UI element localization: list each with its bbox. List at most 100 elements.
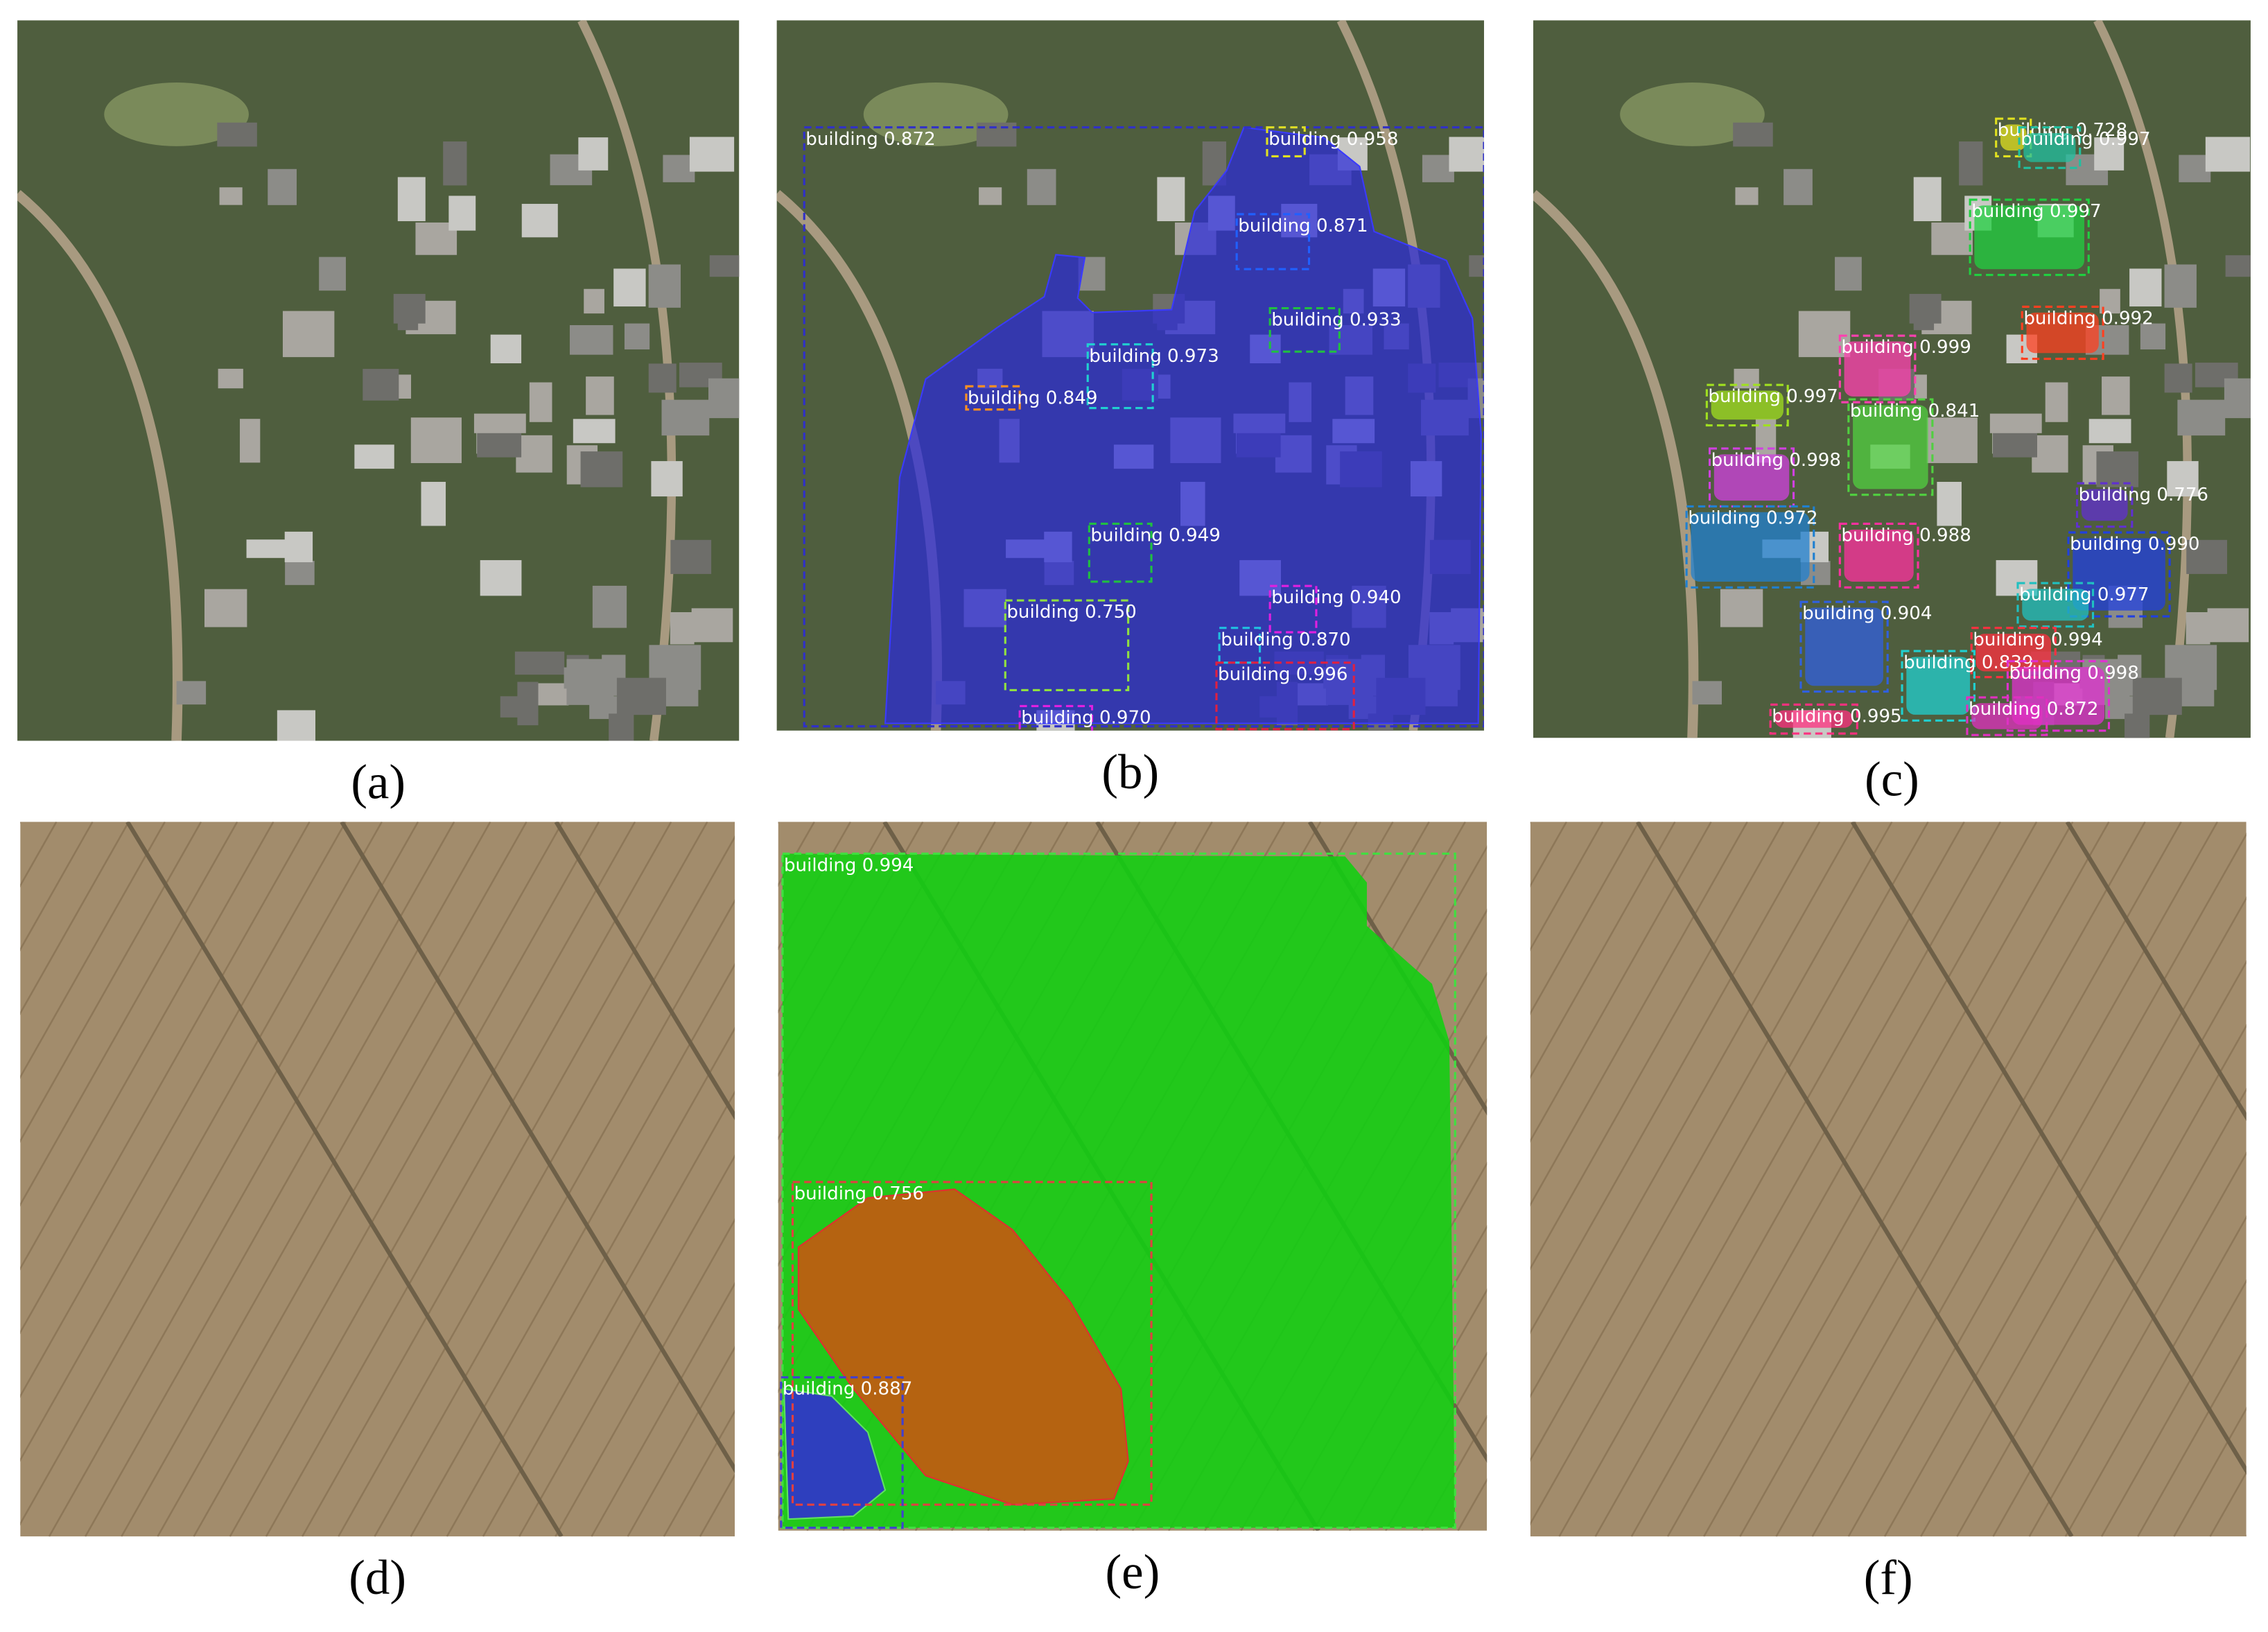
instance-mask [1805,607,1883,686]
detection: building 0.872 [803,126,1484,728]
detection: building 0.995 [1769,703,1902,735]
roof [2094,137,2125,171]
roof [661,399,710,436]
detection-label: building 0.996 [1218,664,1347,685]
roof [569,324,613,355]
bounding-box [780,1376,904,1529]
roof [2164,264,2197,308]
field-row [1530,822,1821,1335]
ground [1530,822,2247,1537]
field-row [121,822,527,1537]
roof [516,435,552,473]
field-row [20,822,347,1398]
roof [2186,612,2210,645]
detection-label: building 0.940 [1271,587,1401,608]
detection-label: building 0.990 [2070,534,2199,555]
field-track [1850,822,2247,1475]
detection-label: building 0.997 [1708,386,1838,407]
roof [1913,312,1935,331]
roof [268,168,297,205]
roof [529,382,552,422]
field-row [229,822,636,1537]
field-row [1594,822,2002,1537]
road [2093,20,2192,738]
bounding-box [791,1181,1153,1506]
field-track [125,822,564,1537]
roof [2102,376,2130,415]
panel-caption: (e) [1106,1545,1160,1599]
roof [708,378,740,419]
detection: building 0.940 [1268,584,1402,634]
roof [2045,382,2068,422]
bounding-box [1235,213,1311,270]
bounding-box [1799,600,1889,693]
detection: building 0.998 [1708,447,1841,508]
detection: building 0.988 [1838,522,1971,589]
field-row [20,822,274,1271]
pond [1620,83,1765,146]
roof [2032,435,2068,473]
detection-label: building 0.839 [1903,652,2033,673]
roof [573,419,616,444]
bounding-box [1838,334,1917,403]
panel-caption: (c) [1865,752,1919,806]
bounding-box [1086,343,1154,410]
panel-caption: (d) [349,1551,406,1605]
detection-label: building 0.994 [784,855,914,876]
bounding-box [1685,505,1815,589]
roof [490,334,522,364]
roof [580,451,623,487]
bounding-box [2016,582,2095,628]
roof [1959,141,1983,186]
roof [176,681,207,705]
field-row [1530,822,1857,1398]
roof [514,651,565,675]
bounding-box [1969,198,2090,277]
bounding-box [1268,584,1318,634]
field-track [2065,822,2247,1121]
field-row [20,822,383,1462]
detection: building 0.958 [1266,126,1398,158]
roof [566,659,614,705]
road [1533,190,1699,738]
field-track [340,822,735,1473]
detection: building 0.994 [781,852,1456,1529]
detection: building 0.904 [1799,600,1932,693]
roof [1926,417,1978,463]
instance-mask [2023,133,2076,162]
roof [2205,137,2251,172]
field-row [20,822,130,1016]
field-row [20,822,202,1143]
roof [709,255,740,277]
roof [1449,137,1484,172]
field-row [2245,1534,2247,1537]
roof [1937,482,1962,526]
segmentation-mask [797,1188,1129,1506]
roof [1733,122,1773,147]
roof [2225,255,2251,277]
detection: building 0.977 [2016,582,2149,628]
detection-label: building 0.994 [1973,630,2102,650]
bounding-box [2067,531,2171,618]
roof [1783,168,1813,205]
detection-label: building 0.977 [2019,584,2149,605]
roof [586,376,614,415]
instance-mask [2026,312,2099,354]
bounding-box [965,385,1021,411]
roof [592,585,627,628]
detection: building 0.972 [1685,505,1818,589]
roof [217,122,257,147]
instance-mask [1713,454,1790,501]
detection: building 0.750 [1004,599,1137,692]
roof [689,137,735,172]
roof [616,677,666,715]
roof [354,444,394,469]
roof [1913,177,1942,222]
roof [448,196,476,231]
detection: building 0.970 [1018,704,1151,731]
roof [979,187,1002,205]
field-row [2137,1343,2247,1537]
bounding-box [2021,305,2104,361]
detection-label: building 0.872 [805,129,935,150]
